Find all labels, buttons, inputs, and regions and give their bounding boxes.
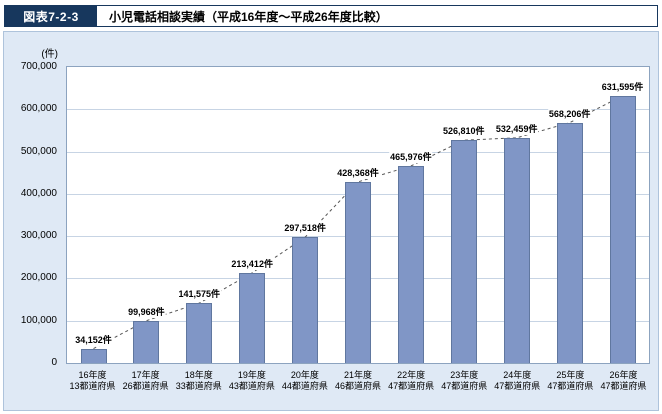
trend-dotted-line xyxy=(93,95,623,350)
figure-number-badge: 図表7-2-3 xyxy=(5,6,97,26)
bar xyxy=(186,303,213,363)
y-axis-tick-label: 600,000 xyxy=(20,103,57,115)
x-axis-labels: 16年度 13都道府県 17年度 26都道府県 18年度 33都道府県 19年度 43都道府県… xyxy=(66,368,650,392)
y-axis-tick-label: 400,000 xyxy=(20,187,57,199)
bar xyxy=(450,140,477,363)
bar-value-label: 297,518件 xyxy=(283,221,327,235)
y-axis-tick-label: 200,000 xyxy=(20,272,57,284)
bar xyxy=(292,237,319,363)
chart-panel: (件) 0 100,000 200,000 300,000 400,000 500,000… xyxy=(3,31,659,411)
x-axis-label: 21年度 46都道府県 xyxy=(335,370,382,391)
x-axis-label: 19年度 43都道府県 xyxy=(228,370,275,391)
y-axis-unit-label: (件) xyxy=(41,49,58,60)
x-axis-label: 20年度 44都道府県 xyxy=(281,370,328,391)
bar xyxy=(609,95,636,363)
bar xyxy=(80,348,107,363)
y-axis-tick-label: 500,000 xyxy=(20,145,57,157)
y-axis-tick-label: 100,000 xyxy=(20,314,57,326)
x-axis-label: 25年度 47都道府県 xyxy=(547,370,594,391)
bar xyxy=(239,272,266,363)
plot-area: 34,152件 99,968件 141,575件 213,412件 297,518件 42… xyxy=(66,66,650,364)
bar xyxy=(503,137,530,363)
x-axis-label: 18年度 33都道府県 xyxy=(175,370,222,391)
bar-value-label: 99,968件 xyxy=(127,304,166,318)
gridline xyxy=(67,151,649,153)
bar xyxy=(556,122,583,363)
bar-value-label: 631,595件 xyxy=(600,79,645,93)
x-axis-label: 24年度 47都道府県 xyxy=(494,370,541,391)
x-axis-label: 26年度 47都道府県 xyxy=(600,370,647,391)
bar-value-label: 532,459件 xyxy=(494,121,539,135)
bar xyxy=(397,166,424,363)
y-axis-tick-label: 300,000 xyxy=(20,230,57,242)
bar xyxy=(133,320,160,363)
y-axis-labels: 0 100,000 200,000 300,000 400,000 500,000 600,… xyxy=(4,61,62,368)
figure-header: 図表7-2-3 小児電話相談実績（平成16年度～平成26年度比較） xyxy=(4,5,658,27)
bar xyxy=(345,181,371,363)
bar-value-label: 428,368件 xyxy=(336,165,380,179)
bar-value-label: 568,206件 xyxy=(547,106,592,120)
bar-value-label: 465,976件 xyxy=(389,150,433,163)
x-axis-label: 23年度 47都道府県 xyxy=(441,370,488,391)
bar-value-label: 526,810件 xyxy=(442,124,486,138)
gridline xyxy=(67,109,649,111)
x-axis-label: 22年度 47都道府県 xyxy=(388,370,435,391)
x-axis-label: 17年度 26都道府県 xyxy=(122,370,169,391)
bar-value-label: 34,152件 xyxy=(74,332,113,346)
bar-value-label: 141,575件 xyxy=(177,287,222,301)
bar-value-label: 213,412件 xyxy=(230,256,274,270)
y-axis-tick-label: 0 xyxy=(51,357,57,368)
x-axis-label: 16年度 13都道府県 xyxy=(69,370,116,391)
y-axis-tick-label: 700,000 xyxy=(20,61,57,72)
figure-title: 小児電話相談実績（平成16年度～平成26年度比較） xyxy=(109,9,388,24)
